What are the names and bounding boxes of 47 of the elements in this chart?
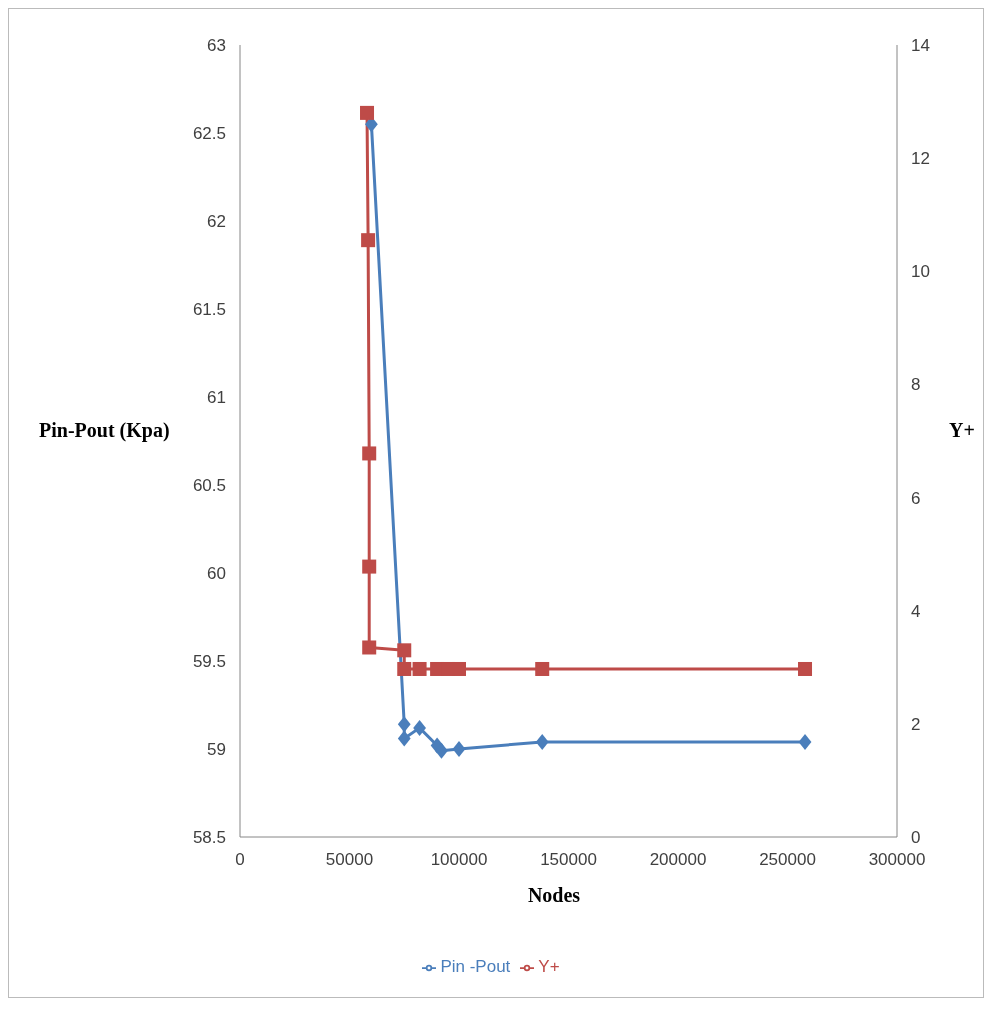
y-tick-label: 61 bbox=[207, 388, 226, 408]
y2-tick-label: 12 bbox=[911, 149, 930, 169]
point bbox=[397, 643, 412, 658]
x-tick-label: 50000 bbox=[325, 850, 374, 870]
point bbox=[360, 105, 375, 120]
y-tick-label: 59.5 bbox=[192, 652, 226, 672]
point bbox=[798, 733, 812, 750]
point bbox=[361, 233, 376, 248]
y-tick-label: 58.5 bbox=[192, 828, 226, 848]
point bbox=[413, 719, 426, 736]
x-tick-label: 100000 bbox=[430, 850, 488, 870]
y2-tick-label: 8 bbox=[911, 375, 921, 395]
y2-tick-label: 14 bbox=[911, 36, 930, 56]
y2-tick-label: 0 bbox=[911, 828, 921, 848]
point bbox=[362, 640, 377, 655]
y-tick-label: 60 bbox=[207, 564, 226, 584]
y2-axis-title: Y+ bbox=[949, 419, 975, 442]
y2-tick-label: 10 bbox=[911, 262, 930, 282]
y2-tick-label: 4 bbox=[911, 601, 921, 621]
y-tick-label: 60.5 bbox=[192, 476, 226, 496]
y-tick-label: 63 bbox=[207, 36, 226, 56]
y2-tick-label: 2 bbox=[911, 714, 921, 734]
x-tick-label: 250000 bbox=[759, 850, 816, 870]
x-tick-label: 200000 bbox=[649, 850, 707, 870]
point bbox=[798, 661, 813, 676]
y-tick-label: 62.5 bbox=[192, 124, 226, 144]
point bbox=[435, 742, 448, 759]
y-tick-label: 61.5 bbox=[192, 300, 226, 320]
legend-label: Pin -Pout bbox=[440, 957, 511, 976]
point bbox=[362, 559, 377, 574]
point bbox=[397, 716, 411, 733]
y-axis-title: Pin-Pout (Kpa) bbox=[39, 419, 170, 442]
point bbox=[452, 741, 466, 757]
point bbox=[535, 733, 549, 750]
x-tick-label: 300000 bbox=[868, 850, 926, 870]
y-tick-label: 62 bbox=[207, 212, 226, 232]
legend-label: Y+ bbox=[538, 957, 560, 976]
y-tick-label: 59 bbox=[207, 740, 226, 760]
point bbox=[412, 661, 427, 676]
x-axis-title: Nodes bbox=[526, 884, 582, 907]
point bbox=[362, 446, 377, 461]
x-tick-label: 150000 bbox=[540, 850, 597, 870]
y2-tick-label: 6 bbox=[911, 488, 921, 508]
point bbox=[397, 730, 411, 747]
x-tick-label: 0 bbox=[235, 850, 245, 870]
point bbox=[535, 661, 550, 676]
point bbox=[397, 661, 412, 676]
